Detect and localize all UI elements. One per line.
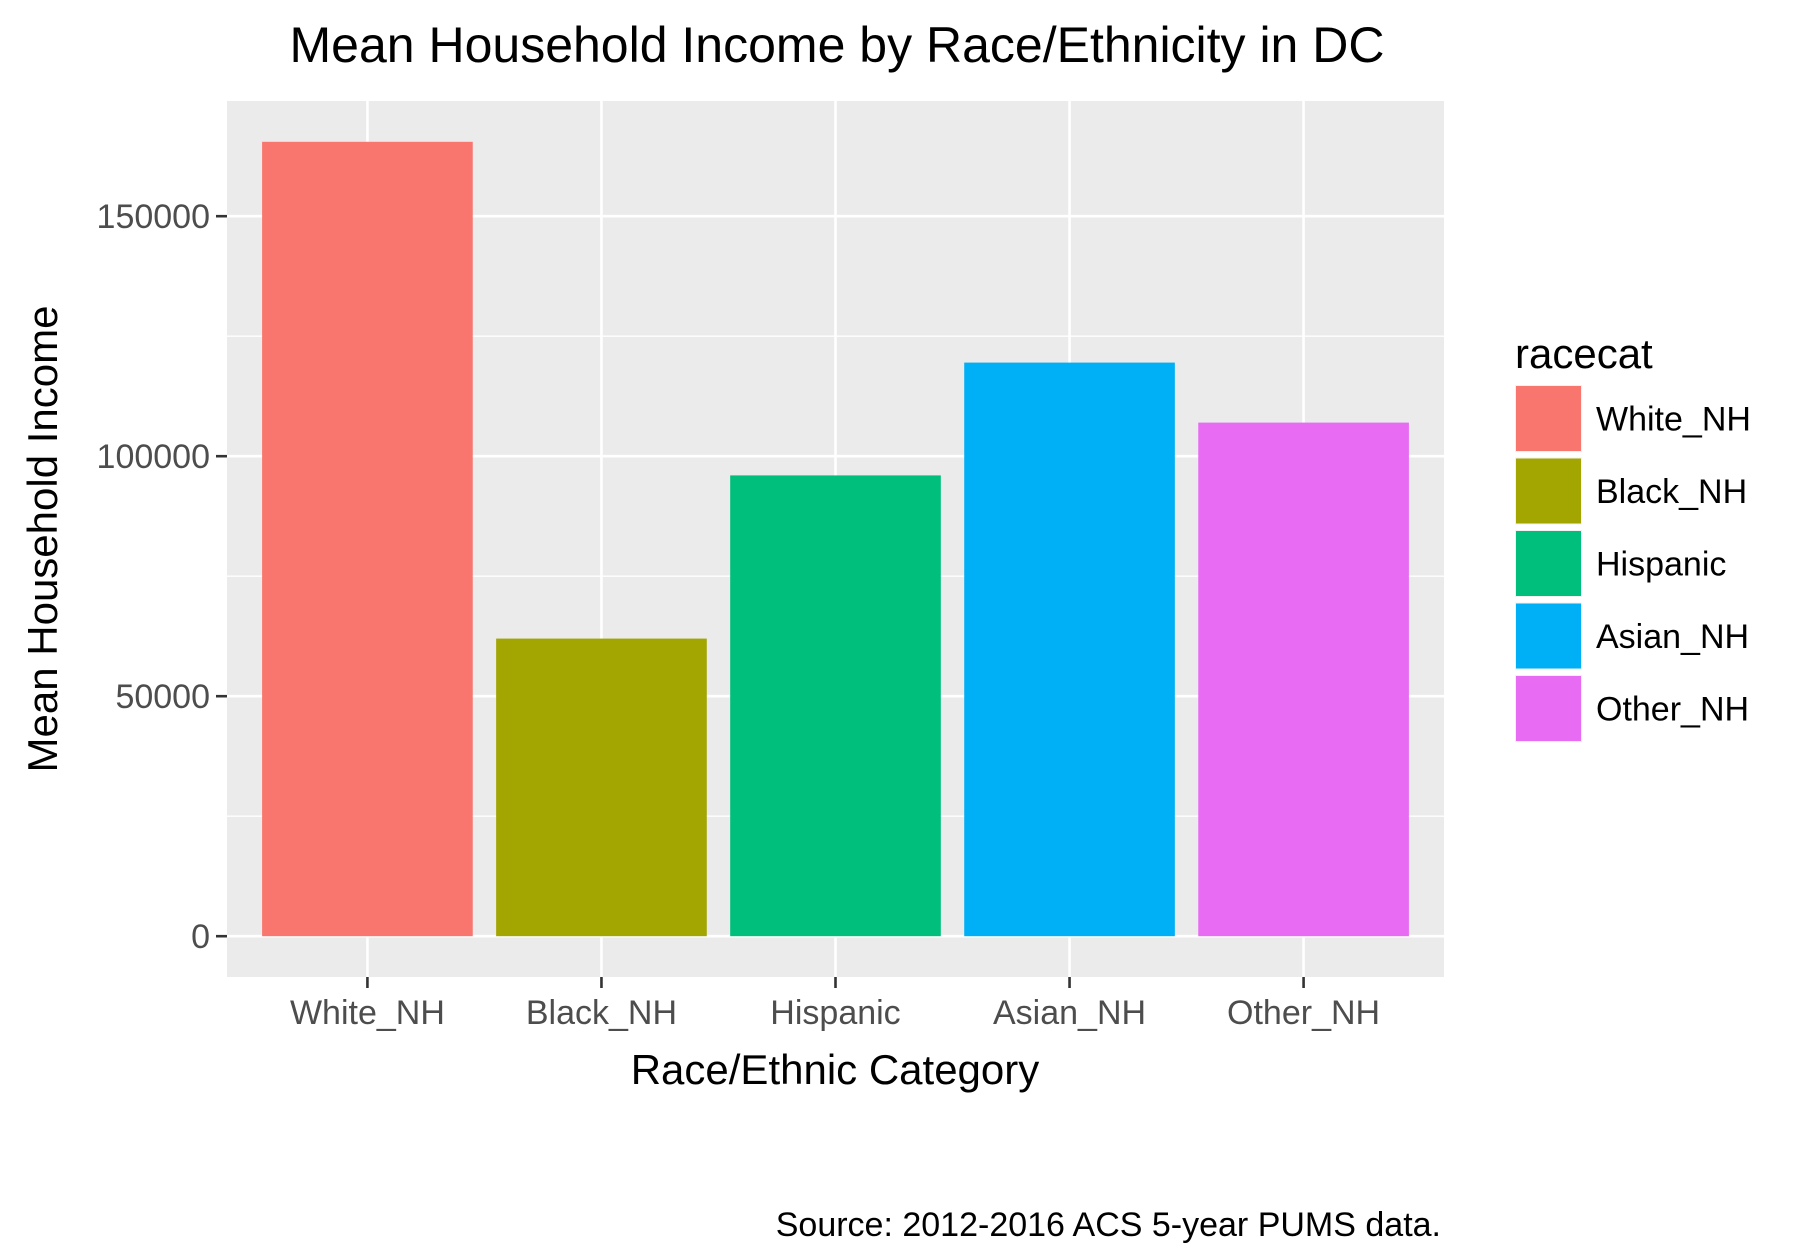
x-tick-label: Hispanic (770, 994, 900, 1032)
bar-other-nh (1198, 422, 1409, 937)
y-tick-label: 0 (191, 918, 210, 956)
bar-hispanic (730, 475, 941, 937)
legend-title: racecat (1515, 330, 1653, 377)
bar-black-nh (496, 638, 707, 937)
bars (262, 141, 1409, 937)
y-axis-title: Mean Household Income (19, 306, 66, 773)
legend-label: White_NH (1596, 401, 1751, 439)
legend-swatch (1516, 531, 1581, 596)
legend-items: White_NH Black_NH Hispanic Asian_NH Other_NH (1515, 385, 1751, 742)
x-tick-label: Black_NH (526, 994, 677, 1032)
plot-panel (227, 101, 1444, 977)
source-caption: Source: 2012-2016 ACS 5-year PUMS data. (776, 1206, 1441, 1244)
y-axis: 0 50000 100000 150000 (97, 198, 227, 956)
legend: racecat White_NH Black_NH Hispanic Asian_NH… (1515, 330, 1751, 742)
legend-label: Other_NH (1596, 691, 1749, 729)
legend-swatch (1516, 676, 1581, 741)
bar-white-nh (262, 141, 473, 937)
x-tick-label: White_NH (290, 994, 445, 1032)
bar-asian-nh (964, 362, 1175, 937)
chart-title: Mean Household Income by Race/Ethnicity … (290, 17, 1385, 73)
y-tick-label: 150000 (97, 198, 210, 236)
legend-label: Hispanic (1596, 546, 1726, 584)
legend-swatch (1516, 603, 1581, 669)
x-tick-label: Other_NH (1227, 994, 1380, 1032)
legend-swatch (1516, 386, 1581, 451)
x-axis-title: Race/Ethnic Category (631, 1046, 1040, 1093)
legend-label: Asian_NH (1596, 618, 1749, 656)
legend-swatch (1516, 458, 1581, 524)
legend-label: Black_NH (1596, 473, 1747, 511)
y-tick-label: 50000 (115, 678, 210, 716)
x-tick-label: Asian_NH (993, 994, 1146, 1032)
y-tick-label: 100000 (97, 438, 210, 476)
x-axis: White_NH Black_NH Hispanic Asian_NH Other_NH (290, 977, 1380, 1032)
